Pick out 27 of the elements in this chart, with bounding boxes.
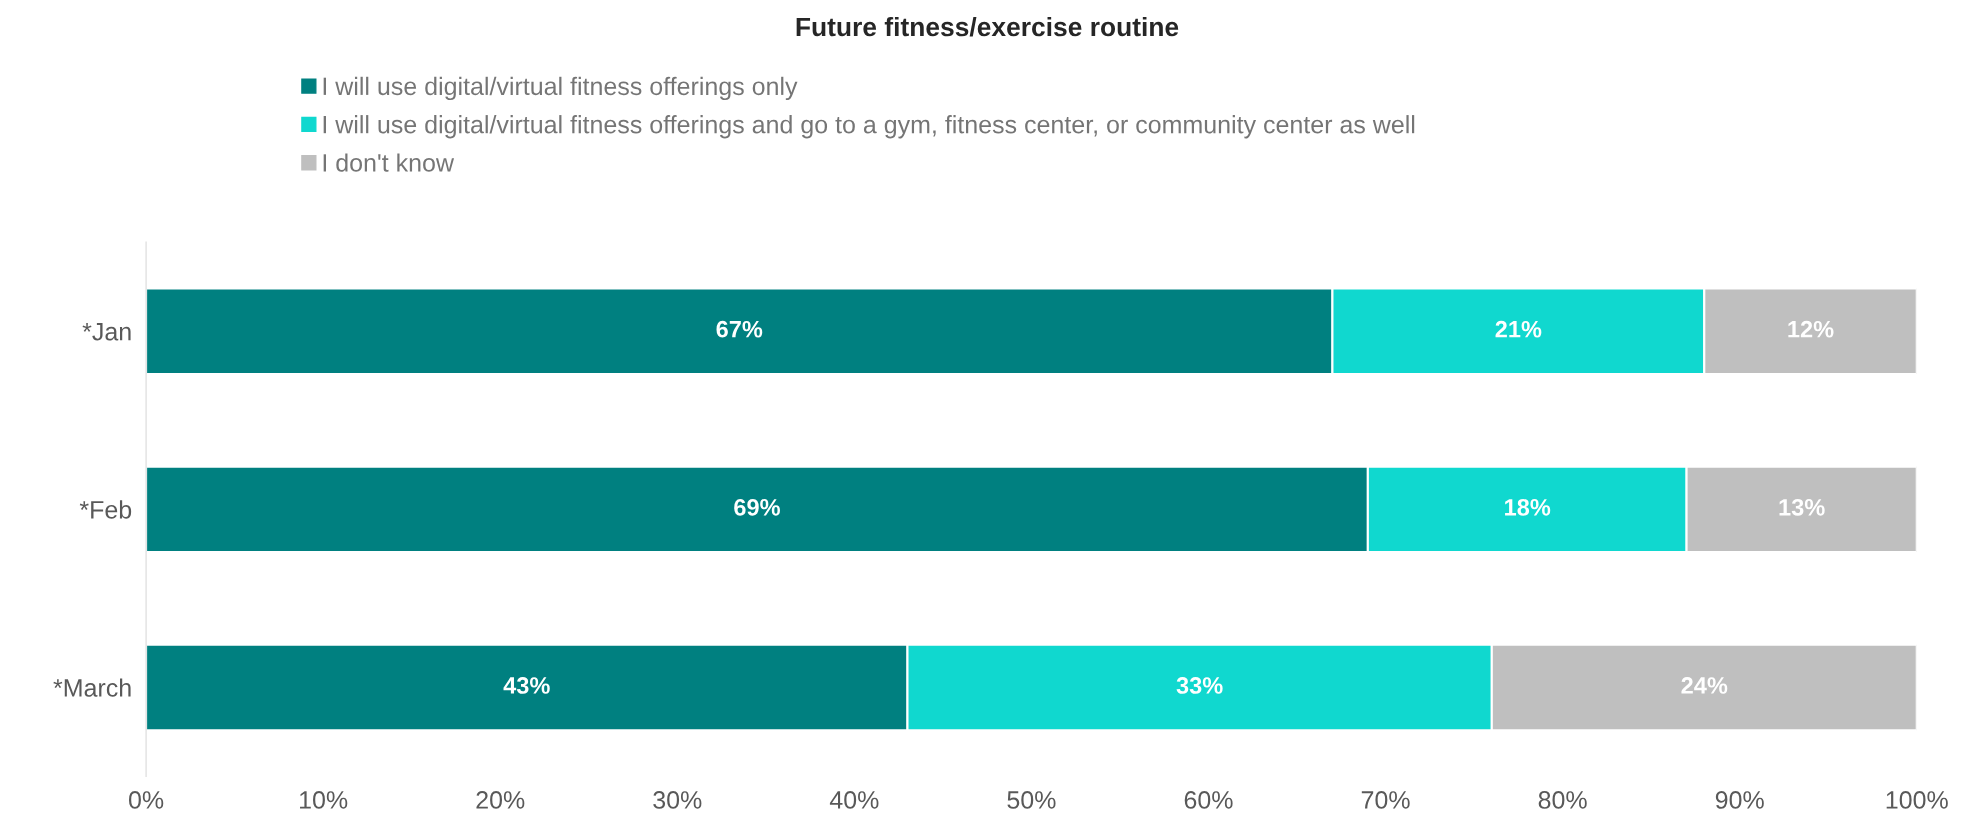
data-label: 33%	[1176, 677, 1223, 694]
legend-label: I will use digital/virtual fitness offerings and go to a gym, fitness center, or community center as well	[323, 115, 1415, 139]
chart-title: Future fitness/exercise routine	[796, 16, 1179, 37]
x-tick-label: 90%	[1715, 791, 1764, 809]
x-tick-label: 50%	[1007, 791, 1056, 809]
data-label: 67%	[716, 320, 763, 338]
x-tick-label: 60%	[1184, 791, 1233, 809]
x-tick-label: 0%	[128, 791, 164, 809]
data-label: 24%	[1681, 677, 1728, 694]
legend-label: I will use digital/virtual fitness offerings only	[323, 76, 798, 101]
x-tick-label: 100%	[1886, 791, 1948, 809]
x-tick-label: 20%	[476, 791, 525, 809]
data-label: 69%	[734, 498, 780, 516]
y-tick-label: *Feb	[79, 500, 132, 519]
y-tick-label: *March	[53, 678, 131, 697]
x-tick-label: 40%	[829, 791, 879, 809]
data-label: 12%	[1788, 320, 1834, 338]
data-label: 13%	[1779, 498, 1825, 516]
legend-label: I don't know	[323, 153, 455, 172]
x-tick-label: 30%	[653, 791, 702, 809]
data-label: 21%	[1495, 320, 1542, 338]
y-tick-label: *Jan	[82, 323, 131, 341]
x-tick-label: 80%	[1538, 791, 1587, 809]
x-tick-label: 70%	[1361, 791, 1410, 809]
x-tick-label: 10%	[300, 791, 348, 809]
data-label: 43%	[503, 677, 550, 694]
data-label: 18%	[1505, 498, 1551, 516]
